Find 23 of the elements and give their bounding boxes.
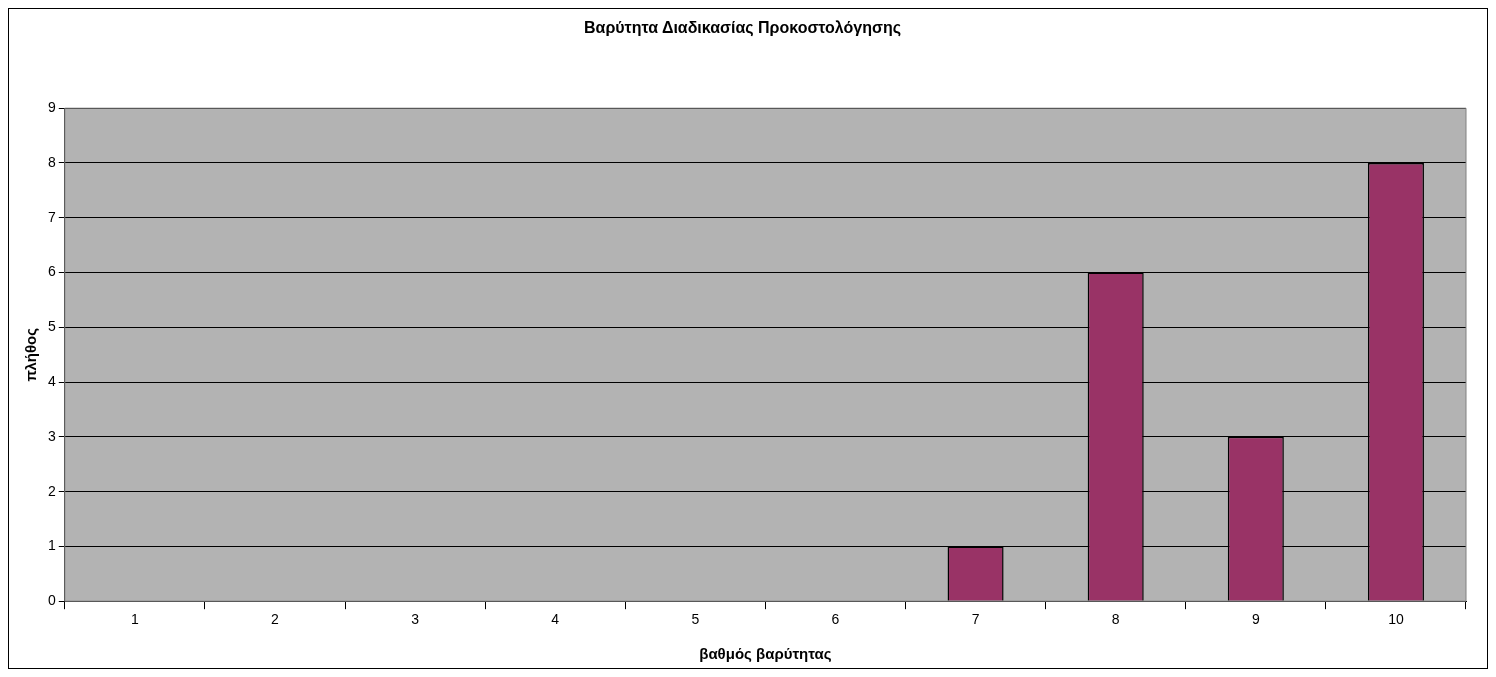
x-tick-label: 2 xyxy=(271,611,280,628)
y-tick-label: 2 xyxy=(47,482,56,499)
y-tick-label: 3 xyxy=(47,427,56,444)
x-tick-label: 5 xyxy=(691,611,700,628)
y-tick-label: 0 xyxy=(47,592,56,609)
x-tick-label: 3 xyxy=(411,611,420,628)
x-tick-label: 7 xyxy=(971,611,980,628)
x-tick-label: 8 xyxy=(1111,611,1120,628)
y-tick-label: 4 xyxy=(47,372,56,389)
x-tick-label: 4 xyxy=(551,611,560,628)
x-tick-label: 10 xyxy=(1388,611,1404,628)
y-tick-label: 1 xyxy=(47,537,56,554)
y-tick-label: 9 xyxy=(47,99,56,116)
y-axis-title: πλήθος xyxy=(22,327,40,382)
y-tick-label: 5 xyxy=(47,318,56,335)
x-tick-label: 9 xyxy=(1251,611,1260,628)
y-tick-label: 7 xyxy=(47,208,56,225)
x-tick-label: 6 xyxy=(831,611,840,628)
chart-title: Βαρύτητα Διαδικασίας Προκοστολόγησης xyxy=(583,19,902,38)
y-tick-label: 6 xyxy=(47,263,56,280)
x-axis-title: βαθμός βαρύτητας xyxy=(699,645,832,663)
x-tick-label: 1 xyxy=(130,611,139,628)
y-tick-label: 8 xyxy=(47,153,56,170)
